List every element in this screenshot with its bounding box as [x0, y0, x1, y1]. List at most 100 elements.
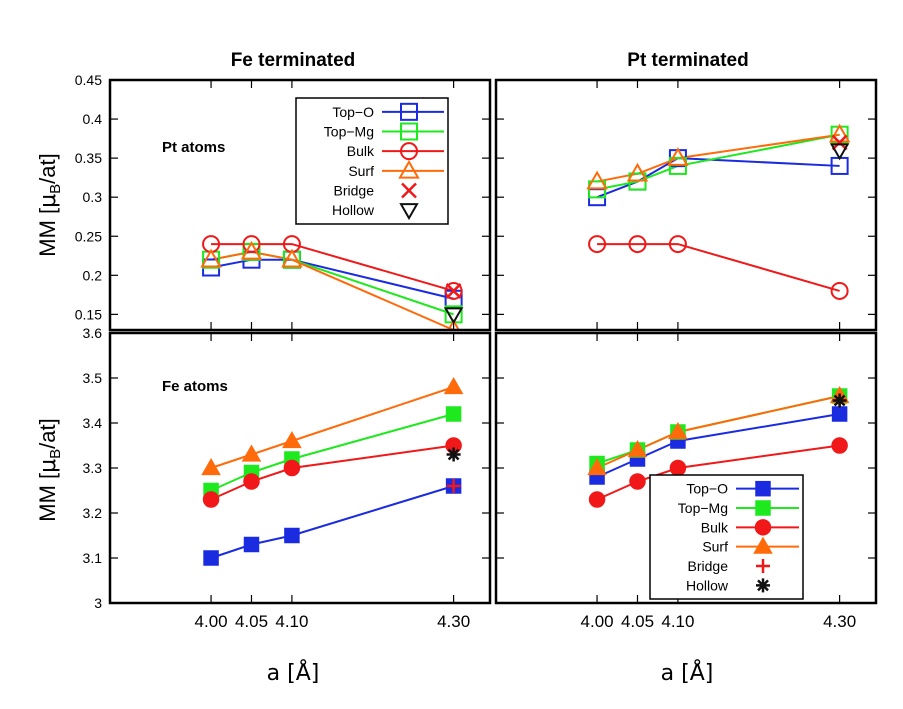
series-group: [586, 123, 851, 300]
panel-pt-terminated-pt-atoms: [494, 78, 878, 332]
legend-label-bulk: Bulk: [347, 143, 375, 159]
series-line-top-o: [210, 485, 454, 559]
series-line-surf: [210, 250, 455, 330]
panel-annotation: Pt atoms: [162, 139, 225, 156]
y-tick-label: 0.45: [75, 72, 102, 88]
plot-frame: [108, 78, 492, 332]
data-point-bridge: [445, 283, 462, 299]
x-axis-label-left: a [Å]: [267, 659, 320, 686]
series-line-top-o: [210, 258, 454, 300]
data-point-bulk: [628, 235, 647, 254]
data-point-surf: [626, 162, 649, 182]
y-tick-label: 0.3: [83, 189, 103, 205]
y-tick-label: 0.25: [75, 228, 102, 244]
legend-label-top-o: Top−O: [332, 104, 374, 120]
legend-marker-top-mg: [755, 500, 771, 516]
series-line-surf: [596, 395, 840, 469]
data-point-top-mg: [445, 406, 462, 422]
legend-box: [295, 97, 449, 225]
legend-label-top-mg: Top−Mg: [678, 500, 728, 516]
data-point-bulk: [831, 437, 848, 454]
data-point-top-mg: [668, 156, 687, 175]
plot-frame: [494, 78, 878, 332]
data-point-bridge: [446, 479, 461, 493]
legend: Top−O Top−Mg Bulk Surf Bridge Hollow: [649, 474, 804, 600]
data-point-bulk: [669, 459, 687, 477]
panel-fe-terminated-fe-atoms: 3 3.1 3.2 3.3 3.4 3.5 3.6 4.00 4.05 4.10 4.30 Fe at…: [83, 325, 492, 631]
legend-marker-top-mg: [400, 122, 418, 141]
panel-annotation: Fe atoms: [162, 378, 228, 395]
y-tick-label: 0.2: [83, 267, 103, 283]
data-point-hollow: [832, 393, 847, 408]
data-point-surf: [443, 376, 464, 395]
y-tick-label: 0.15: [75, 306, 102, 322]
data-point-bulk: [202, 491, 220, 508]
data-point-bulk: [668, 235, 687, 254]
data-point-top-o: [284, 527, 300, 544]
series-line-bulk: [210, 444, 454, 501]
data-point-hollow: [443, 307, 464, 325]
x-tick-label: 4.10: [661, 612, 694, 631]
data-point-bulk: [830, 281, 849, 300]
series-line-top-mg: [596, 133, 840, 191]
legend-marker-surf: [753, 536, 773, 554]
legend-label-top-o: Top−O: [686, 481, 728, 497]
data-point-top-o: [203, 550, 219, 566]
legend-marker-top-o: [400, 102, 418, 121]
data-point-bridge: [831, 134, 848, 151]
data-point-bulk: [283, 459, 301, 477]
data-point-surf: [241, 444, 262, 462]
y-tick-label: 3.1: [83, 550, 103, 566]
data-point-surf: [667, 147, 689, 166]
legend-label-hollow: Hollow: [686, 577, 729, 593]
legend-label-surf: Surf: [702, 539, 728, 555]
x-tick-label: 4.30: [437, 612, 470, 631]
y-tick-label: 3.4: [83, 415, 103, 431]
data-point-surf: [201, 457, 221, 476]
x-tick-label: 4.00: [581, 612, 614, 631]
y-axis-label-top: MM [μB/at]: [35, 153, 64, 256]
y-tick-label: 3.6: [83, 325, 103, 341]
series-group: [201, 376, 464, 566]
data-point-surf: [587, 457, 607, 476]
x-axis-label-right: a [Å]: [661, 659, 714, 686]
series-line-top-o: [596, 157, 840, 199]
data-point-bulk: [444, 281, 463, 300]
plot-frame: [108, 331, 492, 605]
data-point-bulk: [242, 235, 261, 254]
legend-label-bridge: Bridge: [688, 558, 729, 574]
x-tick-label: 4.10: [275, 612, 308, 631]
series-group: [587, 385, 850, 508]
data-point-surf: [281, 248, 303, 268]
y-tick-label: 3.5: [83, 370, 103, 386]
panel-pt-terminated-fe-atoms: 4.00 4.05 4.10 4.30 Top−O Top−Mg Bulk Surf Bridg…: [494, 331, 878, 631]
column-title-pt-terminated: Pt terminated: [627, 50, 748, 71]
series-group: [200, 235, 464, 330]
y-tick-label: 3.2: [83, 505, 103, 521]
legend-marker-bridge: [401, 182, 417, 199]
legend-marker-hollow: [756, 578, 770, 593]
data-point-top-mg: [588, 180, 607, 199]
y-tick-label: 3: [94, 595, 102, 611]
series-line-bulk: [211, 243, 454, 292]
data-point-bulk: [243, 473, 260, 490]
plot-frame: [494, 331, 878, 605]
data-point-bulk: [629, 473, 646, 490]
data-point-surf: [200, 248, 222, 268]
legend-label-bridge: Bridge: [334, 183, 375, 199]
series-line-top-o: [596, 413, 840, 478]
series-line-top-mg: [210, 413, 454, 492]
legend-marker-hollow: [399, 203, 419, 221]
legend-label-hollow: Hollow: [332, 202, 375, 218]
legend-box: [649, 474, 804, 600]
series-line-bulk: [597, 243, 840, 292]
legend-marker-bulk: [400, 142, 418, 161]
data-point-surf: [828, 123, 851, 143]
legend: Top−O Top−Mg Bulk Surf Bridge Hollow: [295, 97, 449, 225]
data-point-hollow: [829, 143, 850, 161]
data-point-top-o: [831, 406, 848, 422]
data-point-surf: [668, 421, 688, 440]
legend-label-bulk: Bulk: [701, 519, 729, 535]
